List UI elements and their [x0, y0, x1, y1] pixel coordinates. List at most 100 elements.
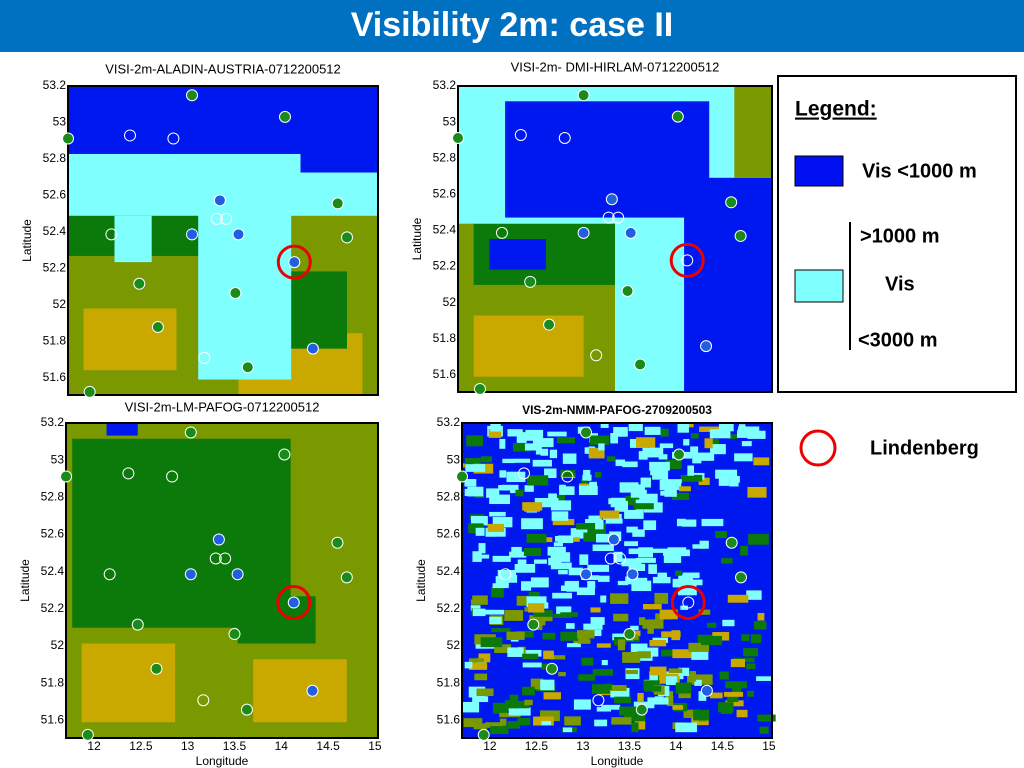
map-region: [468, 662, 488, 670]
map-region: [614, 501, 628, 512]
map-region: [533, 716, 554, 726]
lat-tick-label: 51.8: [41, 675, 65, 689]
map-region: [473, 554, 490, 559]
map-region: [558, 671, 566, 677]
map-region: [747, 690, 754, 697]
map-region: [599, 510, 620, 519]
map-region: [581, 657, 594, 666]
map-region: [637, 651, 651, 659]
lon-tick-label: 14.5: [316, 739, 340, 753]
lon-tick-label: 14: [275, 739, 289, 753]
station: [725, 536, 738, 549]
station: [231, 568, 244, 581]
map-region: [499, 470, 507, 478]
x-axis-label: Longitude: [196, 754, 249, 768]
map-region: [485, 531, 498, 537]
lat-tick-label: 52: [447, 638, 461, 652]
station: [212, 533, 225, 546]
map-region: [600, 595, 607, 603]
map-region: [534, 559, 547, 564]
map-region: [698, 691, 707, 701]
station: [499, 568, 512, 581]
map-region: [689, 671, 697, 682]
map-region: [672, 492, 690, 500]
panel-title: VIS-2m-NMM-PAFOG-2709200503: [522, 403, 712, 417]
lat-tick-label: 53: [53, 115, 67, 129]
map-region: [746, 663, 756, 670]
map-region: [539, 710, 560, 722]
legend-box: [777, 75, 1017, 393]
map-region: [693, 452, 715, 461]
lat-tick-label: 51.8: [437, 675, 461, 689]
map-region: [741, 441, 752, 447]
map-region: [727, 695, 739, 703]
map-region: [521, 518, 543, 530]
station: [62, 132, 74, 145]
map-region: [701, 635, 722, 646]
station: [81, 728, 94, 741]
station: [495, 226, 508, 239]
map-region: [746, 590, 762, 600]
map-region: [509, 694, 519, 702]
lindenberg-marker: [276, 585, 312, 621]
lat-tick-label: 52.4: [437, 564, 461, 578]
map-region: [678, 692, 691, 699]
map-frame: [457, 85, 773, 393]
map-region: [474, 673, 488, 681]
map-region: [514, 564, 536, 573]
map-region: [543, 692, 561, 700]
map-region: [497, 569, 517, 577]
map-region: [628, 563, 646, 571]
map-region: [621, 558, 642, 567]
map-region: [562, 453, 577, 464]
map-region: [693, 709, 710, 721]
map-region: [642, 604, 662, 610]
station: [604, 552, 617, 565]
map-region: [715, 469, 738, 479]
map-region: [630, 625, 639, 631]
station: [124, 129, 136, 142]
station: [232, 228, 245, 241]
map-region: [590, 607, 601, 613]
map-region: [615, 208, 694, 392]
lat-tick-label: 52.8: [43, 151, 67, 165]
map-region: [492, 517, 513, 528]
map-region: [472, 595, 488, 601]
map-region: [579, 554, 589, 565]
station: [184, 426, 197, 439]
map-region: [680, 605, 688, 610]
map-region: [723, 691, 744, 697]
map-region: [528, 603, 545, 613]
map-region: [465, 464, 486, 472]
station: [229, 287, 242, 300]
map-region: [642, 619, 664, 629]
map-region: [671, 630, 681, 641]
station: [184, 568, 197, 581]
y-axis-label: Latitude: [414, 559, 428, 602]
map-region: [81, 643, 176, 723]
map-region: [611, 717, 632, 725]
map-region: [757, 612, 765, 621]
map-region: [645, 548, 665, 553]
station: [198, 351, 211, 364]
map-region: [570, 528, 588, 539]
lat-tick-label: 53.2: [41, 415, 65, 429]
map-region: [609, 685, 627, 691]
map-region: [592, 544, 614, 552]
legend-label: Vis <1000 m: [862, 160, 977, 182]
map-region: [525, 429, 544, 441]
station: [580, 568, 592, 581]
map-region: [590, 617, 605, 625]
map-region: [692, 544, 706, 549]
map-region: [626, 526, 638, 533]
station: [477, 728, 490, 741]
map-region: [475, 527, 485, 536]
map-region: [637, 493, 658, 504]
station: [577, 226, 590, 239]
station: [700, 340, 713, 353]
y-axis-label: Latitude: [18, 559, 32, 602]
station: [635, 703, 648, 716]
lat-tick-label: 52.8: [437, 490, 461, 504]
map-region: [661, 649, 681, 657]
station: [213, 194, 226, 207]
